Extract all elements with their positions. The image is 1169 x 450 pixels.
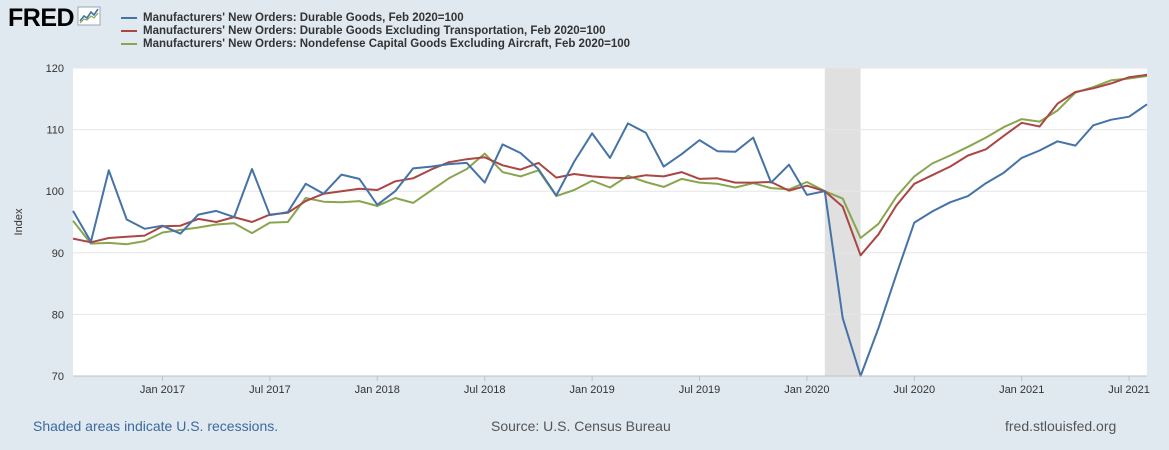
x-tick-label: Jul 2017 xyxy=(249,384,291,396)
y-tick-label: 120 xyxy=(46,63,64,75)
recession-shading xyxy=(824,68,861,376)
y-axis-label: Index xyxy=(13,208,25,235)
recession-note[interactable]: Shaded areas indicate U.S. recessions. xyxy=(33,418,279,434)
y-tick-label: 90 xyxy=(52,248,64,260)
x-tick-label: Jul 2018 xyxy=(464,384,506,396)
series-line-durable-ex-transportation[interactable] xyxy=(72,73,1148,257)
logo-text: FRED xyxy=(8,4,75,32)
legend-swatch xyxy=(121,16,137,19)
plot-area xyxy=(73,68,1147,376)
fred-logo[interactable]: FRED xyxy=(8,6,101,31)
source-note: Source: U.S. Census Bureau xyxy=(491,418,671,434)
legend-label: Manufacturers' New Orders: Nondefense Ca… xyxy=(143,37,631,50)
site-link[interactable]: fred.stlouisfed.org xyxy=(1005,418,1117,434)
x-tick-label: Jan 2018 xyxy=(355,384,400,396)
y-tick-label: 80 xyxy=(52,309,64,321)
x-tick-label: Jan 2021 xyxy=(999,384,1044,396)
x-tick-label: Jul 2020 xyxy=(894,384,936,396)
legend-label: Manufacturers' New Orders: Durable Goods… xyxy=(143,24,606,37)
y-tick-label: 110 xyxy=(46,125,64,137)
chart-legend: Manufacturers' New Orders: Durable Goods… xyxy=(121,11,630,50)
x-tick-label: Jul 2019 xyxy=(679,384,721,396)
series-line-durable-goods[interactable] xyxy=(72,103,1148,377)
x-tick-label: Jan 2017 xyxy=(140,384,185,396)
x-tick-label: Jan 2019 xyxy=(569,384,614,396)
x-tick-label: Jan 2020 xyxy=(784,384,829,396)
x-tick-label: Jul 2021 xyxy=(1108,384,1150,396)
legend-swatch xyxy=(121,42,137,45)
line-chart[interactable]: 70 80 90 100 110 120 Jan 2017 Jul 2017 Jan 2018 J… xyxy=(0,55,1169,410)
series-line-nondefense-capital-goods[interactable] xyxy=(72,75,1148,246)
legend-label: Manufacturers' New Orders: Durable Goods… xyxy=(143,11,464,24)
sparkline-chart-icon xyxy=(77,6,101,31)
legend-item-nondefense-capital-goods[interactable]: Manufacturers' New Orders: Nondefense Ca… xyxy=(121,37,630,50)
legend-swatch xyxy=(121,29,137,32)
legend-item-durable-ex-transportation[interactable]: Manufacturers' New Orders: Durable Goods… xyxy=(121,24,630,37)
y-tick-label: 100 xyxy=(46,186,64,198)
y-tick-label: 70 xyxy=(52,371,64,383)
chart-header: FRED Manufacturers' New Orders: Durable … xyxy=(0,0,1169,60)
legend-item-durable-goods[interactable]: Manufacturers' New Orders: Durable Goods… xyxy=(121,11,630,24)
